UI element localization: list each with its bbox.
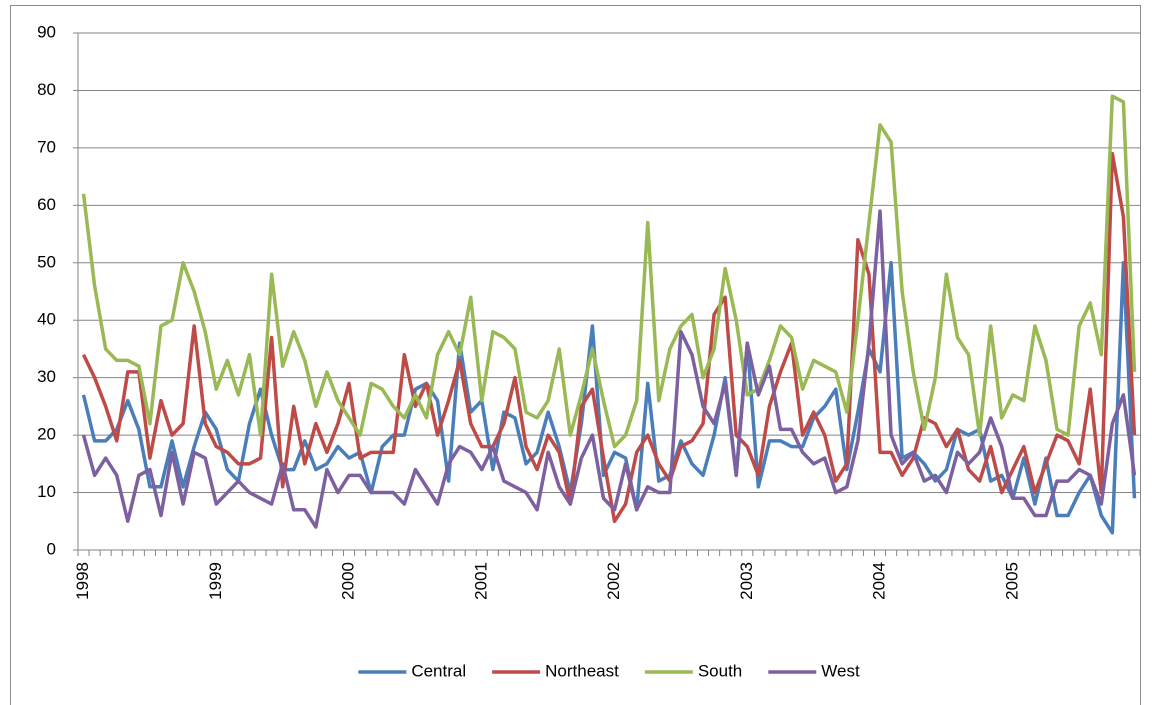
y-tick-label: 10: [37, 482, 56, 501]
series-line: [81, 94, 1137, 449]
chart-border: [10, 5, 1141, 705]
series-line: [81, 209, 1137, 529]
x-tick-label: 2005: [1002, 562, 1021, 600]
y-tick-label: 40: [37, 310, 56, 329]
x-tick-label: 2003: [737, 562, 756, 600]
y-tick-label: 0: [47, 539, 56, 558]
legend-label: South: [698, 661, 742, 680]
y-tick-label: 80: [37, 80, 56, 99]
series-line: [81, 151, 1137, 524]
y-tick-label: 50: [37, 252, 56, 271]
legend: Central Northeast South West: [358, 661, 860, 680]
x-tick-label: 1999: [206, 562, 225, 600]
x-tick-label: 2002: [604, 562, 623, 600]
legend-label: Northeast: [545, 661, 619, 680]
y-tick-label: 70: [37, 137, 56, 156]
y-tick-label: 30: [37, 367, 56, 386]
y-tick-label: 60: [37, 195, 56, 214]
x-tick-label: 2000: [339, 562, 358, 600]
x-tick-label: 2004: [870, 562, 889, 600]
legend-label: Central: [411, 661, 466, 680]
x-tick-label: 1998: [73, 562, 92, 600]
legend-label: West: [821, 661, 860, 680]
y-tick-label: 20: [37, 425, 56, 444]
y-tick-label: 90: [37, 22, 56, 41]
x-tick-label: 2001: [471, 562, 490, 600]
